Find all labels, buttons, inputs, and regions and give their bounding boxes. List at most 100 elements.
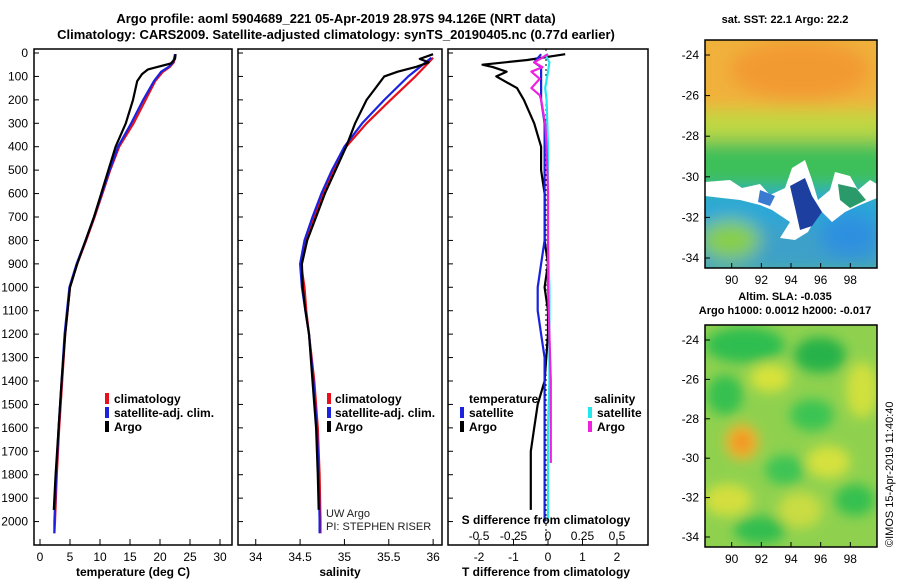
depth-tick-label: 400 [8,140,28,154]
difference-legend: temperature satellite Argo salinity sate… [460,392,642,434]
legend-swatch-t-argo [460,421,464,432]
lat-tick-label: -28 [682,412,700,426]
lat-tick-label: -30 [682,170,700,184]
x-tick-label: 5 [67,550,74,564]
depth-tick-label: 800 [8,233,28,247]
legend-label-satellite: satellite-adj. clim. [114,406,214,420]
sst-map-title: sat. SST: 22.1 Argo: 22.2 [721,14,849,26]
lon-tick-label: 96 [814,273,828,287]
depth-tick-label: 1900 [1,491,28,505]
x-tick-label: 0 [37,550,44,564]
temperature-panel-frame [33,48,233,546]
s-diff-tick-label: 0 [545,529,552,543]
x-tick-label: 20 [153,550,167,564]
depth-tick-label: 900 [8,257,28,271]
x-tick-label: 0 [545,550,552,564]
lon-tick-label: 90 [725,273,739,287]
s-diff-tick-label: 0.5 [609,529,626,543]
legend-swatch-climatology [327,393,331,404]
series-line-argo [300,53,434,510]
depth-tick-label: 700 [8,210,28,224]
depth-tick-label: 2000 [1,515,28,529]
x-tick-label: 35 [338,550,352,564]
depth-tick-label: 1400 [1,374,28,388]
legend-label-argo: Argo [114,420,142,434]
legend-label-s-satellite: satellite [597,406,642,420]
t-difference-x-axis: -2 -1 0 1 2 [474,539,621,564]
annotation-uw-argo: UW Argo [326,508,370,520]
x-tick-label: 35.5 [377,550,401,564]
depth-tick-label: 1200 [1,327,28,341]
x-tick-label: 15 [123,550,137,564]
depth-tick-label: 1600 [1,421,28,435]
legend-swatch-argo [105,421,109,432]
s-diff-tick-label: 0.25 [571,529,595,543]
plot-title-line2: Climatology: CARS2009. Satellite-adjuste… [57,27,615,42]
sst-map [704,39,878,269]
temperature-x-axis: 0 5 10 15 20 25 30 [37,539,227,564]
legend-swatch-satellite [327,407,331,418]
lat-tick-label: -26 [682,372,700,386]
s-diff-tick-label: -0.5 [469,529,490,543]
lon-tick-label: 92 [755,552,769,566]
series-line-climatology [299,56,434,534]
lat-tick-label: -26 [682,89,700,103]
lat-tick-label: -30 [682,451,700,465]
temperature-legend: climatology satellite-adj. clim. Argo [105,392,214,434]
depth-tick-label: 600 [8,187,28,201]
depth-tick-label: 0 [21,46,28,60]
legend-header-salinity: salinity [594,392,636,406]
lat-tick-label: -32 [682,491,700,505]
temperature-xlabel: temperature (deg C) [76,565,190,579]
lon-tick-label: 92 [755,273,769,287]
lon-tick-label: 98 [844,273,858,287]
lat-tick-label: -28 [682,129,700,143]
lat-tick-label: -24 [682,333,700,347]
legend-label-argo: Argo [335,420,363,434]
plot-title-line1: Argo profile: aoml 5904689_221 05-Apr-20… [116,11,556,26]
x-tick-label: 10 [93,550,107,564]
map-axes: 90 92 94 96 98 -24 -26 -28 -30 -32 -34 90 92 94 96 98 -2… [682,48,858,566]
legend-label-satellite: satellite-adj. clim. [335,406,435,420]
t-difference-xlabel: T difference from climatology [462,565,630,579]
legend-label-s-argo: Argo [597,420,625,434]
legend-label-t-satellite: satellite [469,406,514,420]
lat-tick-label: -34 [682,251,700,265]
salinity-xlabel: salinity [319,565,361,579]
legend-swatch-s-satellite [588,407,592,418]
sla-map [704,324,878,548]
lon-tick-label: 96 [814,552,828,566]
depth-tick-label: 300 [8,116,28,130]
depth-tick-label: 500 [8,163,28,177]
x-tick-label: -2 [474,550,485,564]
series-line-satellite-adj-clim- [53,53,177,534]
depth-tick-label: 1000 [1,280,28,294]
s-difference-label: S difference from climatology [462,513,631,527]
depth-tick-label: 100 [8,69,28,83]
depth-tick-label: 1300 [1,351,28,365]
depth-tick-label: 1500 [1,397,28,411]
series-line-argo [52,54,177,510]
legend-header-temperature: temperature [469,392,539,406]
x-tick-label: 30 [213,550,227,564]
salinity-panel-frame [237,48,443,546]
series-line-t-argo [481,53,566,510]
series-line-s-argo [530,53,552,463]
x-tick-label: -1 [508,550,519,564]
sla-map-title: Altim. SLA: -0.035 [738,291,832,303]
lon-tick-label: 90 [725,552,739,566]
sla-map-title2: Argo h1000: 0.0012 h2000: -0.017 [698,305,872,317]
legend-swatch-climatology [105,393,109,404]
series-line-t-satellite [533,53,546,522]
depth-tick-label: 1700 [1,444,28,458]
lon-tick-label: 94 [784,273,798,287]
lon-tick-label: 98 [844,552,858,566]
lon-tick-label: 94 [784,552,798,566]
depth-tick-label: 1800 [1,468,28,482]
depth-tick-label: 1100 [2,304,28,318]
legend-label-climatology: climatology [114,392,181,406]
legend-swatch-argo [327,421,331,432]
x-tick-label: 2 [614,550,621,564]
temperature-series [52,53,177,534]
salinity-x-axis: 34 34.5 35 35.5 36 [249,539,440,564]
